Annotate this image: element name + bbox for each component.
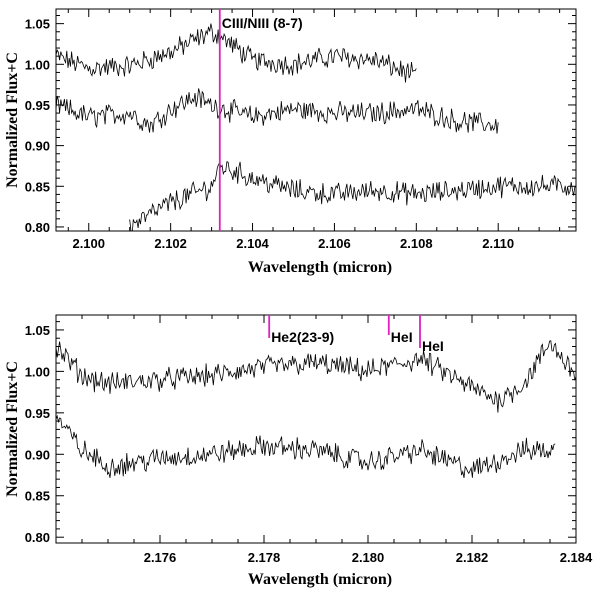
y-tick-label: 0.90: [25, 139, 50, 154]
x-tick-label: 2.100: [72, 236, 105, 251]
bottom-panel: 2.176 2.178 2.180 2.182 2.184 0.80 0.85 0.90 0.9…: [4, 314, 593, 588]
plot-frame: [55, 314, 577, 544]
spectrum-series-2: [56, 88, 499, 134]
spectral-line-label: He2(23-9): [271, 329, 334, 345]
spectrum-series-1: [56, 23, 417, 83]
x-tick-label: 2.102: [154, 236, 187, 251]
spectrum-series-1: [56, 340, 576, 413]
x-tick-label: 2.180: [352, 550, 385, 565]
y-tick-label: 1.05: [25, 323, 50, 338]
y-tick-label: 1.00: [25, 364, 50, 379]
plot-frame: [55, 8, 577, 232]
spectral-line-label: CIII/NIII (8-7): [222, 15, 303, 31]
y-tick-label: 1.00: [25, 57, 50, 72]
y-tick-label: 0.95: [25, 406, 50, 421]
x-tick-label: 2.104: [236, 236, 269, 251]
y-tick-label: 0.80: [25, 530, 50, 545]
x-tick-label: 2.108: [400, 236, 433, 251]
x-tick-label: 2.106: [318, 236, 351, 251]
y-tick-label: 0.80: [25, 220, 50, 235]
spectrum-series-2: [56, 414, 556, 478]
y-tick-label: 0.95: [25, 98, 50, 113]
x-tick-label: 2.176: [144, 550, 177, 565]
spectral-line-label: HeI: [422, 338, 444, 354]
x-axis-label: Wavelength (micron): [248, 259, 392, 276]
y-tick-label: 0.85: [25, 179, 50, 194]
spectrum-series-3: [129, 161, 576, 231]
spectral-line-label: HeI: [391, 329, 413, 345]
y-axis-label: Normalized Flux+C: [4, 361, 21, 497]
x-tick-label: 2.182: [456, 550, 489, 565]
x-tick-label: 2.178: [248, 550, 281, 565]
top-panel: 2.100 2.102 2.104 2.106 2.108 2.110 0.80 0.85 0.…: [4, 8, 577, 276]
y-tick-label: 0.90: [25, 447, 50, 462]
y-tick-label: 0.85: [25, 489, 50, 504]
y-tick-label: 1.05: [25, 17, 50, 32]
x-axis-label: Wavelength (micron): [248, 571, 392, 588]
x-tick-label: 2.184: [560, 550, 593, 565]
x-tick-label: 2.110: [482, 236, 514, 251]
y-axis-label: Normalized Flux+C: [4, 52, 21, 188]
